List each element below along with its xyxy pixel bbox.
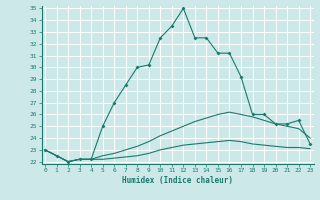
X-axis label: Humidex (Indice chaleur): Humidex (Indice chaleur) <box>122 176 233 185</box>
